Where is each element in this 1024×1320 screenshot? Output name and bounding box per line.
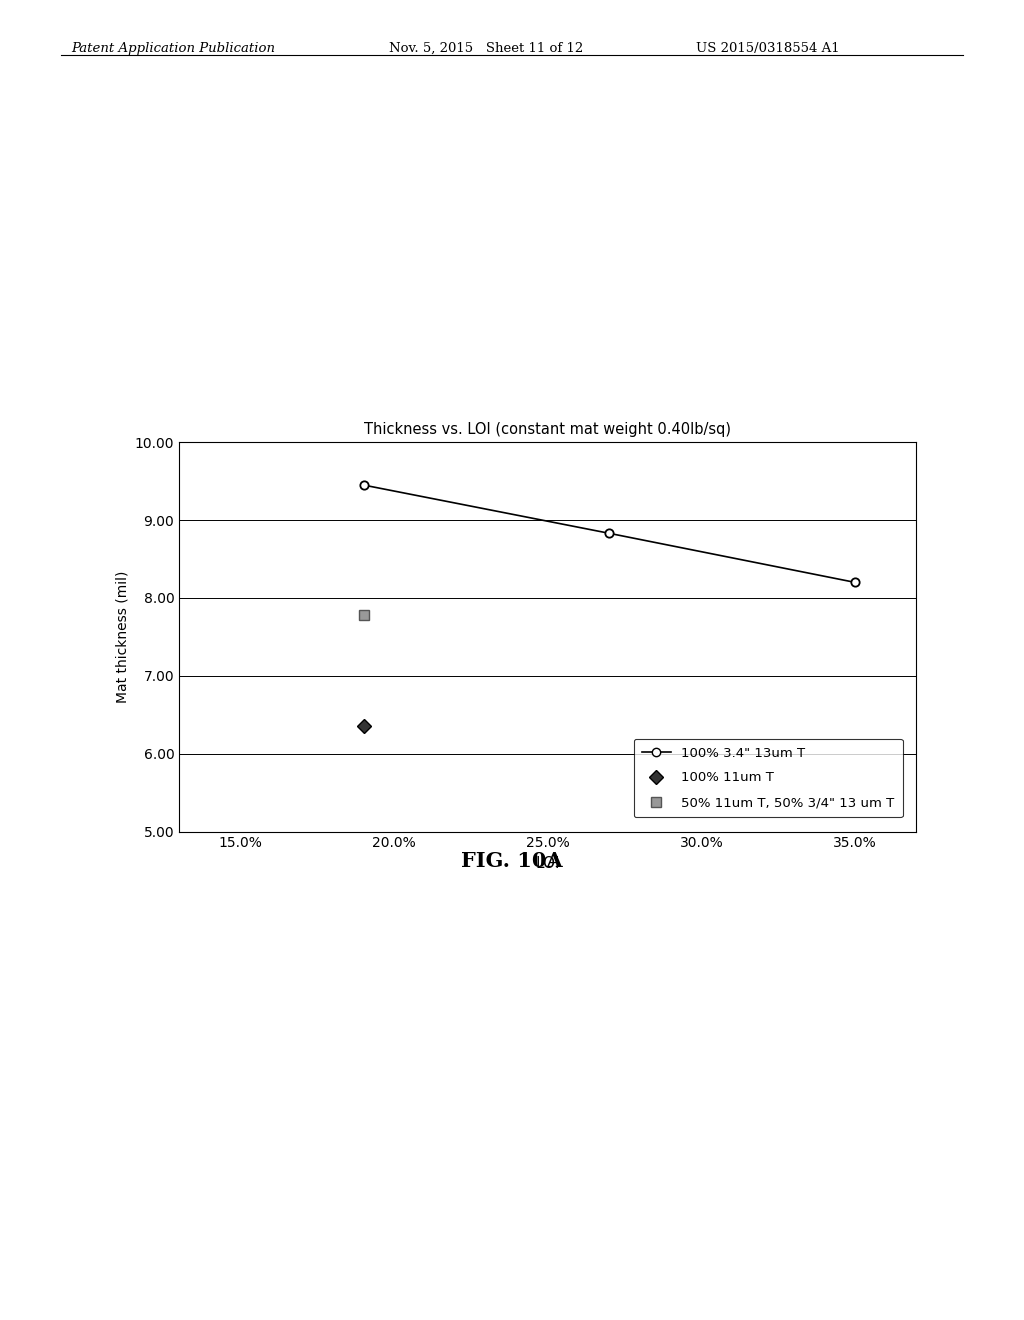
Y-axis label: Mat thickness (mil): Mat thickness (mil) xyxy=(116,570,129,704)
Text: US 2015/0318554 A1: US 2015/0318554 A1 xyxy=(696,42,840,55)
Text: Patent Application Publication: Patent Application Publication xyxy=(72,42,275,55)
Legend: 100% 3.4" 13um T, 100% 11um T, 50% 11um T, 50% 3/4" 13 um T: 100% 3.4" 13um T, 100% 11um T, 50% 11um … xyxy=(634,739,902,817)
Text: Nov. 5, 2015   Sheet 11 of 12: Nov. 5, 2015 Sheet 11 of 12 xyxy=(389,42,584,55)
Title: Thickness vs. LOI (constant mat weight 0.40lb/sq): Thickness vs. LOI (constant mat weight 0… xyxy=(365,422,731,437)
Text: FIG. 10A: FIG. 10A xyxy=(461,851,563,871)
X-axis label: LOI: LOI xyxy=(536,855,560,871)
